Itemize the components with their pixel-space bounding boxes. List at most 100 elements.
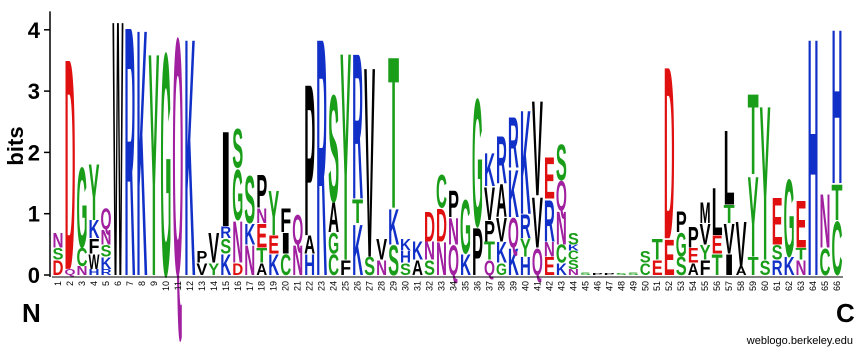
logo-letter: T	[796, 244, 807, 263]
logo-letter: P	[604, 273, 615, 276]
logo-letter: K	[508, 156, 519, 232]
logo-letter: Q	[64, 268, 75, 277]
logo-letter: R	[772, 255, 783, 279]
position-label: 1	[53, 281, 63, 286]
logo-letter: A	[412, 255, 423, 279]
logo-letter: T	[484, 237, 495, 266]
position-label: 42	[544, 281, 554, 291]
position-label: 24	[329, 281, 339, 291]
position-label: 48	[616, 281, 626, 291]
position-label: 66	[832, 281, 842, 291]
logo-letter: S	[556, 136, 567, 193]
logo-letter: P	[448, 183, 459, 226]
logo-letter: E	[256, 217, 267, 255]
position-label: 45	[580, 281, 590, 291]
logo-letter: S	[628, 272, 639, 276]
logo-letter: C	[820, 242, 831, 284]
logo-letter: N	[244, 236, 255, 284]
logo-letter: S	[328, 64, 339, 236]
logo-letter: C	[436, 166, 447, 218]
position-label: 35	[460, 281, 470, 291]
logo-letter: R	[352, 11, 363, 244]
logo-letter: G	[496, 261, 507, 280]
logo-letter: V	[364, 10, 375, 315]
logo-letter: E	[712, 231, 723, 260]
position-label: 7	[125, 281, 135, 286]
logo-letter: N	[568, 267, 579, 277]
logo-letter: V	[532, 72, 543, 225]
logo-letter: E	[652, 257, 663, 280]
logo-letter: Q	[532, 242, 543, 284]
logo-letter: K	[496, 238, 507, 271]
position-label: 21	[293, 281, 303, 291]
logo-letter: V	[496, 211, 507, 249]
logo-letter: M	[700, 196, 711, 230]
logo-letter: N	[544, 237, 555, 261]
logo-letter: V	[736, 208, 747, 279]
position-label: 23	[317, 281, 327, 291]
logo-letter: K	[484, 144, 495, 196]
position-label: 31	[413, 281, 423, 291]
position-label: 51	[652, 281, 662, 291]
logo-letter: A	[688, 260, 699, 279]
y-axis: 0 1 2 3 4	[28, 11, 51, 288]
logo-letter: K	[184, 0, 195, 348]
position-label: 46	[592, 281, 602, 291]
position-label: 11	[173, 281, 183, 290]
position-label: 39	[508, 281, 518, 291]
logo-letter: D	[232, 260, 243, 279]
position-label: 22	[305, 281, 315, 291]
logo-letter: Q	[556, 172, 567, 220]
position-label: 61	[772, 281, 782, 291]
logo-letter: Q	[484, 256, 495, 280]
logo-letter: K	[520, 80, 531, 246]
logo-letter: H	[808, 0, 819, 348]
position-label: 6	[113, 281, 123, 286]
logo-letter: Y	[748, 154, 759, 281]
logo-letter: Q	[172, 0, 183, 348]
position-label: 10	[161, 281, 171, 291]
logo-letter: K	[412, 238, 423, 266]
logo-letter: Q	[292, 205, 303, 253]
logo-letter: I	[280, 227, 291, 260]
logo-letter: R	[124, 0, 135, 351]
position-label: 15	[221, 281, 231, 291]
position-label: 55	[700, 281, 710, 291]
logo-letter: T	[652, 234, 663, 267]
logo-letter: F	[340, 257, 351, 281]
logo-letter: K	[460, 250, 471, 283]
logo-letter: H	[88, 267, 99, 277]
logo-letter: T	[712, 250, 723, 283]
logo-letter: T	[832, 174, 843, 231]
logo-letter: Q	[100, 202, 111, 235]
logo-letter: N	[448, 211, 459, 253]
y-tick-label: 3	[28, 79, 40, 104]
position-label: 50	[640, 281, 650, 291]
logo-letter: S	[244, 162, 255, 238]
logo-letter: P	[484, 215, 495, 248]
position-label: 5	[101, 281, 111, 286]
logo-letter: G	[76, 145, 87, 273]
logo-letter: S	[232, 118, 243, 180]
logo-letter: V	[700, 218, 711, 251]
logo-letter: K	[88, 216, 99, 244]
logo-letter: G	[676, 225, 687, 264]
position-label: 59	[748, 281, 758, 291]
logo-letter: A	[304, 232, 315, 260]
logo-letter: R	[496, 122, 507, 198]
logo-letter: V	[724, 215, 735, 262]
position-label: 60	[760, 281, 770, 291]
position-label: 54	[688, 281, 698, 291]
logo-letter: V	[208, 224, 219, 271]
logo-letter: N	[436, 233, 447, 285]
logo-letter: S	[580, 272, 591, 276]
n-terminus-label: N	[22, 298, 41, 328]
position-label: 65	[820, 281, 830, 291]
logo-letter: G	[460, 184, 471, 270]
logo-letter: Y	[520, 234, 531, 263]
logo-letter: K	[268, 250, 279, 283]
logo-letter: K	[400, 236, 411, 255]
logo-letter: T	[388, 12, 399, 254]
logo-letter: Y	[268, 178, 279, 249]
logo-letter: S	[568, 258, 579, 272]
